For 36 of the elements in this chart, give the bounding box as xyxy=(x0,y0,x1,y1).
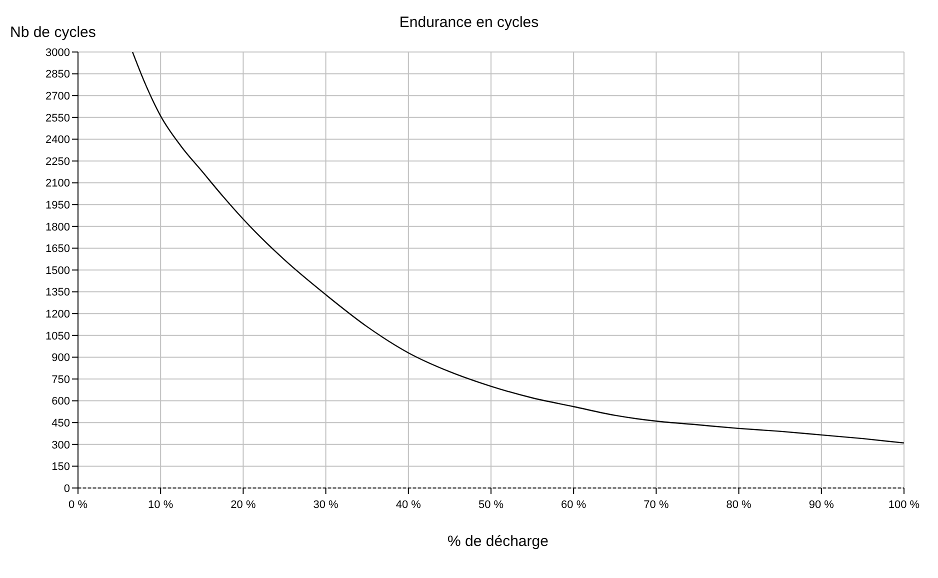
x-tick-label: 50 % xyxy=(478,498,504,511)
y-tick-label: 300 xyxy=(52,439,70,452)
y-tick-label: 1950 xyxy=(46,200,70,212)
y-tick-label: 3000 xyxy=(46,46,70,59)
y-tick-label: 0 xyxy=(64,482,70,495)
y-tick-label: 1650 xyxy=(46,243,70,256)
y-tick-label: 2550 xyxy=(46,112,70,124)
line-series xyxy=(132,52,904,444)
x-tick-label: 0 % xyxy=(68,498,88,511)
chart-title: Endurance en cycles xyxy=(399,14,539,31)
y-tick-label: 1350 xyxy=(46,286,70,299)
x-tick-label: 100 % xyxy=(888,498,920,511)
y-tick-label: 450 xyxy=(52,418,70,430)
x-axis-title: % de décharge xyxy=(446,533,550,550)
y-tick-label: 2850 xyxy=(46,68,70,81)
x-tick-label: 70 % xyxy=(644,498,669,511)
y-tick-label: 600 xyxy=(52,396,70,408)
x-tick-label: 60 % xyxy=(561,498,586,511)
y-tick-label: 1500 xyxy=(46,264,70,277)
y-tick-label: 150 xyxy=(52,461,70,474)
y-axis-title: Nb de cycles xyxy=(10,24,96,41)
x-tick-label: 20 % xyxy=(230,498,256,511)
x-tick-label: 90 % xyxy=(808,498,834,511)
y-tick-label: 1050 xyxy=(46,330,70,342)
y-tick-label: 900 xyxy=(52,352,70,364)
x-tick-label: 30 % xyxy=(313,498,339,511)
y-tick-label: 2700 xyxy=(46,90,70,103)
y-tick-label: 2400 xyxy=(46,134,70,146)
x-tick-label: 40 % xyxy=(396,498,422,511)
y-tick-label: 2100 xyxy=(46,178,70,190)
x-tick-label: 10 % xyxy=(148,498,174,511)
y-tick-label: 750 xyxy=(52,374,70,386)
x-tick-label: 80 % xyxy=(726,498,752,511)
y-tick-label: 1800 xyxy=(46,221,70,234)
y-tick-label: 1200 xyxy=(46,308,70,321)
y-tick-label: 2250 xyxy=(46,156,70,168)
